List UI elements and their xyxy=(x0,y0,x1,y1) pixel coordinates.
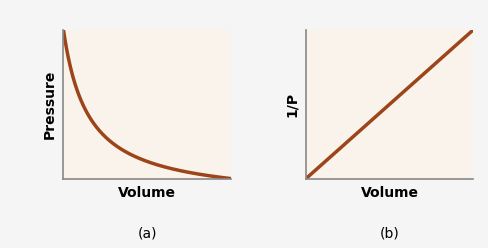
X-axis label: Volume: Volume xyxy=(361,186,419,199)
X-axis label: Volume: Volume xyxy=(118,186,176,199)
Y-axis label: 1/P: 1/P xyxy=(285,92,299,117)
Text: (a): (a) xyxy=(137,226,157,240)
Text: (b): (b) xyxy=(380,226,400,240)
Y-axis label: Pressure: Pressure xyxy=(42,69,57,139)
